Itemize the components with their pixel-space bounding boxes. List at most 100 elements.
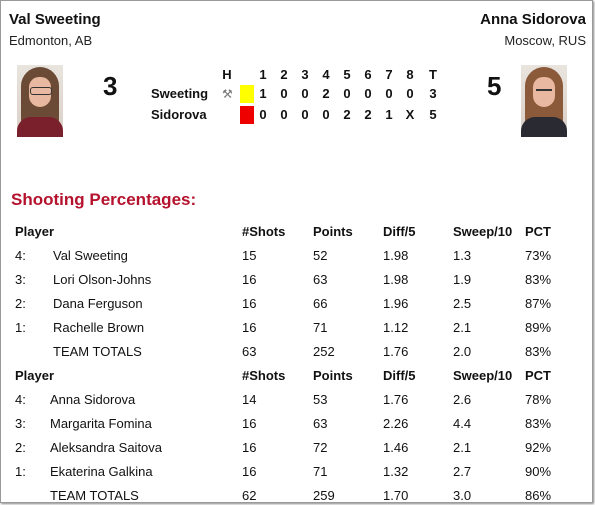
player-row-pct: 83% [525,416,552,431]
player-row-shots: 16 [242,464,257,479]
away-team-name: Anna Sidorova [480,11,586,28]
linescore-header-end-3: 3 [301,67,309,82]
linescore-header-end-2: 2 [280,67,288,82]
player-row-points: 72 [313,440,328,455]
player-row-sweep10: 4.4 [453,416,472,431]
column-header-pct: PCT [525,224,551,239]
player-row-pct: 89% [525,320,552,335]
player-row-position: 3: [15,272,26,287]
player-row-position: 1: [15,320,26,335]
column-header-diff5: Diff/5 [383,368,416,383]
player-row-position: 4: [15,392,26,407]
team-totals-row-player-name: TEAM TOTALS [50,488,139,503]
linescore-end-score: 2 [322,86,330,101]
hammer-indicator [240,85,254,103]
team-totals-row-shots: 63 [242,344,257,359]
player-row-shots: 16 [242,296,257,311]
player-row-position: 3: [15,416,26,431]
player-row-player-name: Anna Sidorova [50,392,136,407]
player-row-shots: 16 [242,320,257,335]
player-row-player-name: Val Sweeting [53,248,128,263]
linescore-header-end-6: 6 [364,67,372,82]
linescore-team-name: Sidorova [151,107,207,122]
team-totals-row-diff5: 1.76 [383,344,409,359]
linescore-end-score: 0 [406,86,414,101]
shooting-percentages-title: Shooting Percentages: [11,190,197,209]
linescore-end-score: 0 [301,107,309,122]
player-row-points: 71 [313,320,328,335]
player-row-sweep10: 1.3 [453,248,472,263]
linescore-header-end-4: 4 [322,67,330,82]
player-row-diff5: 1.98 [383,272,409,287]
player-row-diff5: 1.32 [383,464,409,479]
linescore-end-score: 1 [385,107,393,122]
player-row-points: 53 [313,392,328,407]
linescore-end-score: 0 [280,86,288,101]
player-row-points: 71 [313,464,328,479]
linescore-header-end-8: 8 [406,67,414,82]
player-row-diff5: 1.12 [383,320,409,335]
away-skip-photo [521,65,567,137]
linescore-header-end-1: 1 [259,67,267,82]
player-row-diff5: 1.96 [383,296,409,311]
player-row-position: 4: [15,248,26,263]
player-row-position: 2: [15,296,26,311]
home-total-score: 3 [103,71,118,101]
home-skip-photo [17,65,63,137]
team-totals-row-sweep10: 2.0 [453,344,472,359]
player-row-player-name: Margarita Fomina [50,416,152,431]
team-totals-row-shots: 62 [242,488,257,503]
player-row-sweep10: 2.5 [453,296,472,311]
linescore-end-score: 2 [343,107,351,122]
player-row-shots: 16 [242,272,257,287]
linescore-team-name: Sweeting [151,86,209,101]
player-row-points: 63 [313,272,328,287]
linescore-header-end-7: 7 [385,67,393,82]
player-row-sweep10: 2.7 [453,464,472,479]
team-totals-row-diff5: 1.70 [383,488,409,503]
home-team-location: Edmonton, AB [9,33,93,48]
player-row-position: 2: [15,440,26,455]
linescore-end-score: 0 [280,107,288,122]
linescore-header-total: T [429,67,437,82]
linescore-end-score: 0 [322,107,330,122]
column-header-player: Player [15,224,55,239]
linescore-total: 3 [429,86,437,101]
player-row-pct: 92% [525,440,552,455]
column-header-pct: PCT [525,368,551,383]
linescore-end-score: X [405,107,415,122]
team-totals-row-player-name: TEAM TOTALS [53,344,142,359]
player-row-pct: 87% [525,296,552,311]
hammer-icon: ⚒ [222,87,233,101]
column-header-shots: #Shots [242,368,286,383]
player-row-points: 52 [313,248,328,263]
team-totals-row-points: 252 [313,344,335,359]
player-row-pct: 73% [525,248,552,263]
column-header-diff5: Diff/5 [383,224,416,239]
away-team-location: Moscow, RUS [504,33,586,48]
column-header-points: Points [313,224,353,239]
team-totals-row-points: 259 [313,488,335,503]
player-row-position: 1: [15,464,26,479]
player-row-points: 63 [313,416,328,431]
player-row-player-name: Ekaterina Galkina [50,464,153,479]
player-row-diff5: 2.26 [383,416,409,431]
player-row-player-name: Rachelle Brown [53,320,145,335]
team-totals-row-pct: 86% [525,488,552,503]
player-row-player-name: Dana Ferguson [53,296,143,311]
column-header-shots: #Shots [242,224,286,239]
player-row-sweep10: 2.1 [453,440,472,455]
linescore-total: 5 [429,107,437,122]
linescore-end-score: 1 [259,86,267,101]
home-team-name: Val Sweeting [9,11,101,28]
team-totals-row-pct: 83% [525,344,552,359]
player-row-player-name: Aleksandra Saitova [50,440,163,455]
player-row-sweep10: 2.1 [453,320,472,335]
player-row-pct: 90% [525,464,552,479]
player-row-pct: 78% [525,392,552,407]
linescore-end-score: 0 [364,86,372,101]
linescore-header-hammer: H [222,67,232,82]
linescore-end-score: 0 [259,107,267,122]
player-row-shots: 14 [242,392,257,407]
